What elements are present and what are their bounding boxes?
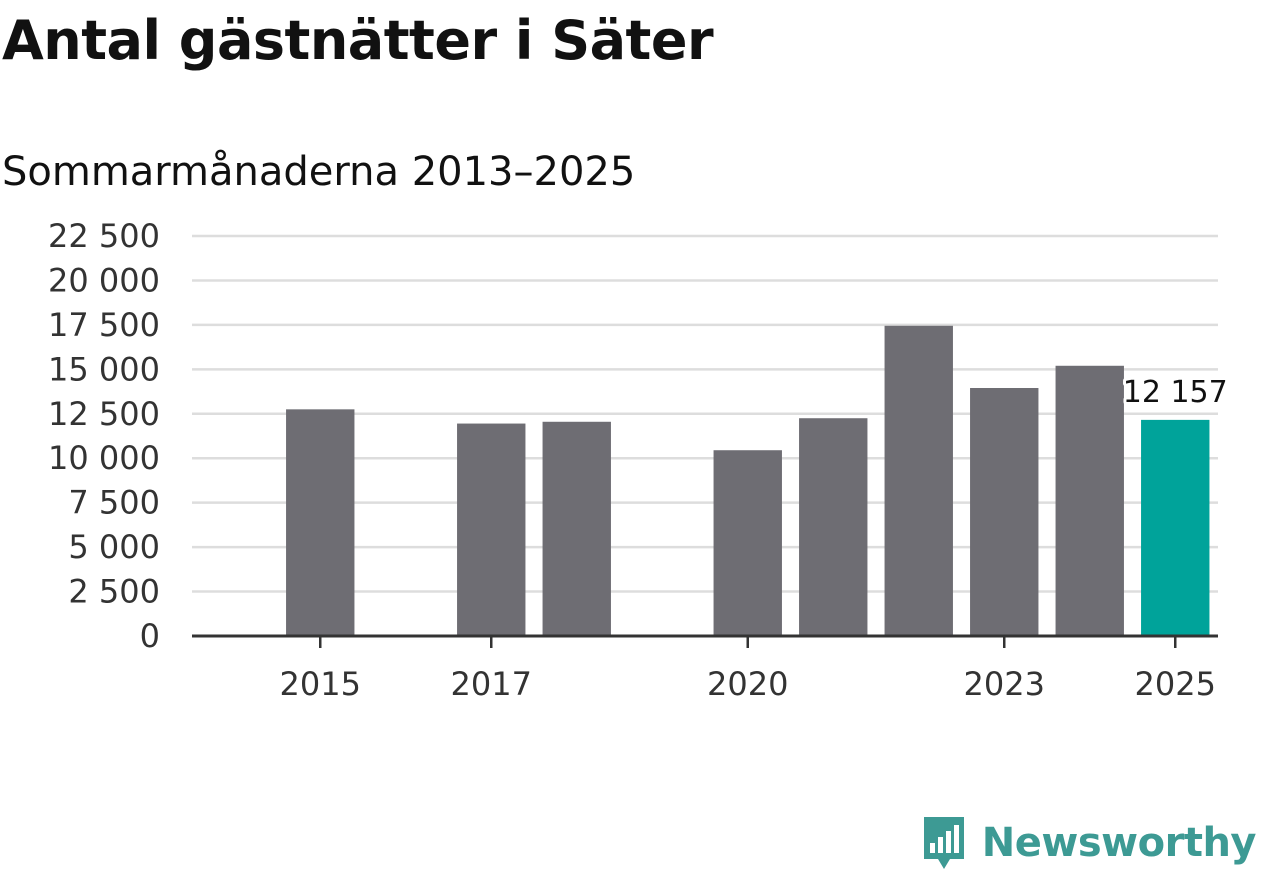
newsworthy-logo: Newsworthy [920,813,1257,873]
bar [713,450,782,636]
chart-subtitle: Sommarmånaderna 2013–2025 [2,149,636,195]
bar [457,423,526,636]
y-tick-label: 12 500 [48,395,160,433]
y-tick-label: 7 500 [68,484,160,522]
bar [970,388,1039,636]
bar-chart-speech-bubble-icon [923,817,964,869]
y-tick-label: 17 500 [48,306,160,344]
x-tick-label: 2025 [1135,665,1216,703]
y-tick-label: 5 000 [68,528,160,566]
x-tick-label: 2015 [280,665,361,703]
brand-name: Newsworthy [981,820,1257,866]
chart-title: Antal gästnätter i Säter [2,9,714,72]
bar [542,421,611,636]
y-tick-label: 20 000 [48,261,160,299]
y-tick-label: 15 000 [48,350,160,388]
bar-highlighted [1141,419,1210,636]
axes: 0 2 500 5 000 7 500 10 000 12 500 15 000 17 500… [48,217,1218,703]
x-tick-label: 2017 [451,665,532,703]
x-tick-label: 2023 [964,665,1045,703]
y-tick-label: 10 000 [48,439,160,477]
x-tick-label: 2020 [707,665,788,703]
gridlines [192,234,1218,593]
data-label: 12 157 [1123,375,1228,410]
bar [286,409,355,636]
bars [286,325,1210,636]
bar [799,418,868,636]
bar [884,325,953,636]
data-labels: 12 157 [1120,372,1231,413]
y-tick-label: 22 500 [48,217,160,255]
y-tick-label: 0 [140,617,160,655]
bar [1055,365,1124,636]
y-tick-label: 2 500 [68,573,160,611]
